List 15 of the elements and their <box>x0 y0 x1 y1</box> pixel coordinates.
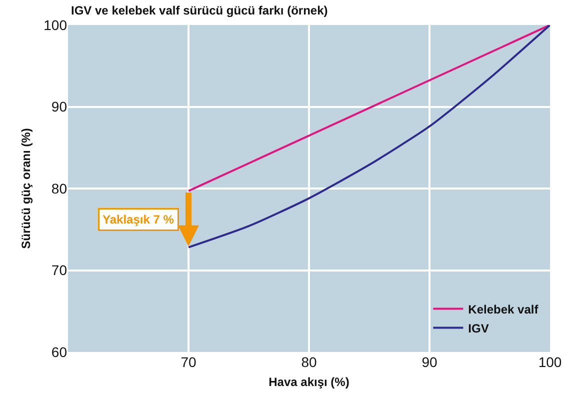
annotation: Yaklaşık 7 % <box>102 212 174 226</box>
legend-label: Kelebek valf <box>468 302 540 316</box>
x-tick-label: 100 <box>538 354 562 370</box>
x-axis-title: Hava akışı (%) <box>268 374 350 389</box>
y-tick-label: 80 <box>51 180 68 196</box>
x-tick-label: 70 <box>180 354 196 370</box>
legend-label: IGV <box>468 321 489 336</box>
x-tick-label: 90 <box>422 354 438 370</box>
x-tick-label: 80 <box>301 354 317 370</box>
y-tick-label: 90 <box>51 98 68 115</box>
chart-title: IGV ve kelebek valf sürücü gücü farkı (örnek) <box>71 3 328 18</box>
y-axis-title: Sürücü güç oranı (%) <box>18 128 33 249</box>
y-tick-label: 70 <box>51 262 68 278</box>
y-tick-label: 60 <box>51 344 68 360</box>
y-tick-label: 100 <box>44 16 68 33</box>
